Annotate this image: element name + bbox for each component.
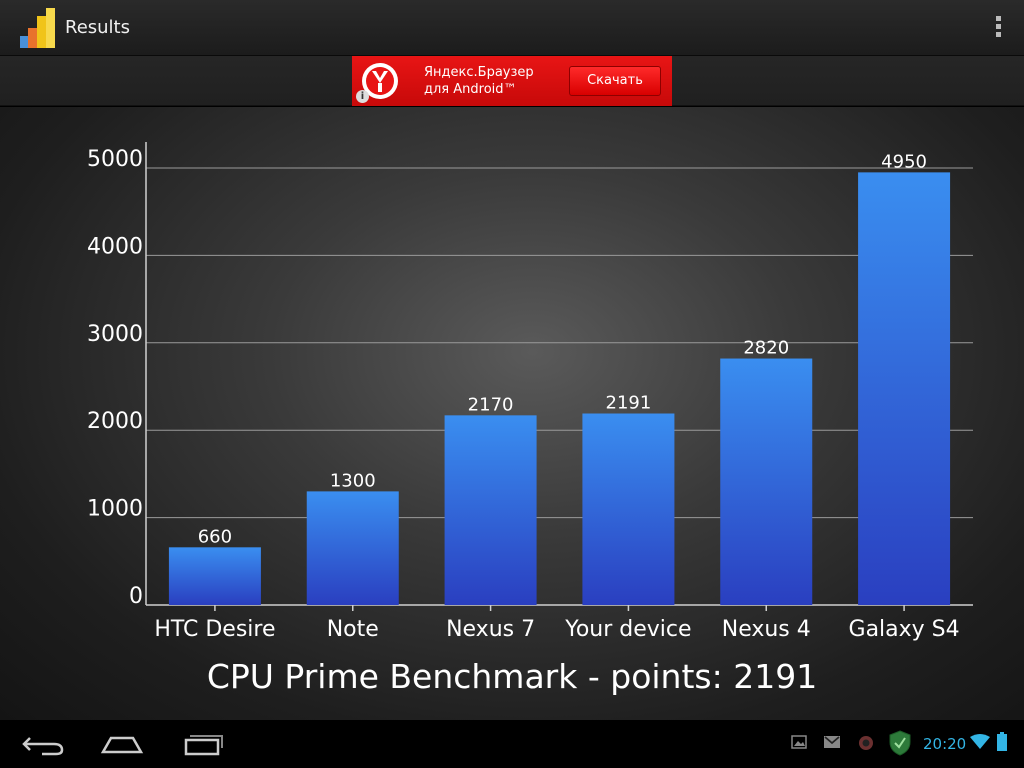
wifi-icon[interactable]: [970, 734, 990, 750]
bar-value-label: 1300: [330, 470, 376, 491]
bar: [582, 413, 675, 605]
action-bar: Results: [0, 0, 1024, 56]
y-tick-label: 2000: [87, 409, 143, 434]
security-app-icon[interactable]: [857, 734, 875, 752]
battery-icon[interactable]: [996, 732, 1008, 752]
y-tick-label: 4000: [87, 234, 143, 259]
ad-download-button[interactable]: Скачать: [569, 66, 661, 96]
x-tick-label: Your device: [564, 617, 691, 642]
recent-apps-icon[interactable]: [178, 730, 228, 758]
system-nav-bar: 20:20: [0, 720, 1024, 768]
y-tick-label: 1000: [87, 497, 143, 522]
back-icon[interactable]: [20, 730, 70, 758]
y-tick-label: 3000: [87, 322, 143, 347]
home-icon[interactable]: [97, 730, 147, 758]
x-tick-label: HTC Desire: [154, 617, 275, 642]
bar-value-label: 2170: [468, 394, 514, 415]
bar-value-label: 4950: [881, 151, 927, 172]
bar-value-label: 2191: [606, 393, 652, 414]
chart-title: CPU Prime Benchmark - points: 2191: [206, 657, 818, 696]
image-icon[interactable]: [791, 734, 807, 750]
ad-strip: i Яндекс.Браузер для Android™ Скачать: [0, 56, 1024, 106]
x-tick-label: Note: [327, 617, 379, 642]
antivirus-shield-icon[interactable]: [888, 730, 912, 756]
bar: [306, 491, 399, 605]
bar-value-label: 2820: [743, 338, 789, 359]
ad-headline: Яндекс.Браузер: [424, 65, 534, 80]
bar: [168, 547, 261, 605]
x-tick-label: Galaxy S4: [849, 617, 960, 642]
bar: [444, 415, 537, 605]
benchmark-bar-chart: 0 1000 2000 3000 4000 5000 660 HTC Desire 1300 No…: [87, 142, 973, 642]
ad-banner[interactable]: i Яндекс.Браузер для Android™ Скачать: [352, 56, 672, 106]
x-tick-label: Nexus 4: [722, 617, 811, 642]
bar-value-label: 660: [198, 526, 232, 547]
yandex-browser-logo: [362, 63, 398, 99]
overflow-menu-icon[interactable]: [992, 14, 1004, 42]
bar-chart-app-icon[interactable]: [18, 6, 58, 50]
bar: [720, 358, 813, 605]
bar: [858, 172, 951, 605]
y-tick-label: 5000: [87, 147, 143, 172]
app-title: Results: [65, 17, 130, 38]
gmail-icon[interactable]: [823, 734, 841, 750]
x-tick-label: Nexus 7: [446, 617, 535, 642]
status-clock: 20:20: [923, 735, 967, 753]
chart-area: 0 1000 2000 3000 4000 5000 660 HTC Desire 1300 No…: [0, 107, 1024, 720]
ad-subline: для Android™: [424, 82, 517, 97]
y-tick-label: 0: [129, 584, 143, 609]
ad-info-icon[interactable]: i: [356, 90, 369, 103]
